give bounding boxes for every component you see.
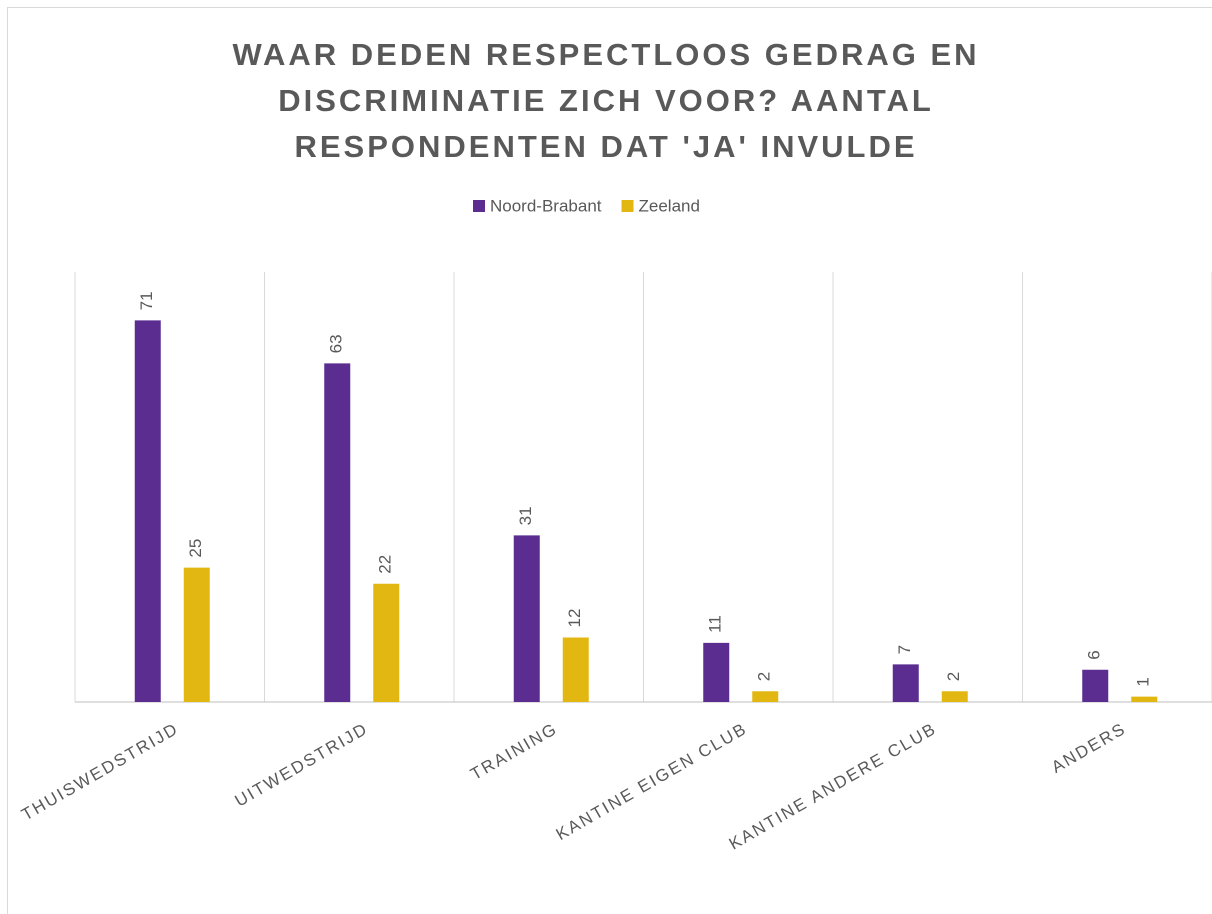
bar bbox=[183, 567, 210, 702]
bar bbox=[1131, 696, 1158, 702]
bar bbox=[513, 535, 540, 702]
data-label: 2 bbox=[944, 672, 963, 681]
legend-label: Noord-Brabant bbox=[490, 196, 602, 215]
data-label: 12 bbox=[565, 609, 584, 628]
chart-border bbox=[7, 7, 1212, 914]
legend-label: Zeeland bbox=[639, 196, 700, 215]
bar bbox=[703, 642, 730, 702]
data-label: 71 bbox=[137, 291, 156, 310]
x-tick-label: KANTINE EIGEN CLUB bbox=[553, 719, 751, 844]
data-label: 7 bbox=[895, 645, 914, 654]
data-label: 63 bbox=[327, 334, 346, 353]
x-tick-label: ANDERS bbox=[1048, 719, 1129, 777]
legend-swatch bbox=[621, 200, 634, 212]
data-label: 25 bbox=[186, 539, 205, 558]
bar bbox=[134, 320, 161, 702]
chart-title: WAAR DEDEN RESPECTLOOS GEDRAG EN DISCRIM… bbox=[232, 37, 980, 164]
bar bbox=[562, 637, 589, 702]
data-label: 31 bbox=[516, 506, 535, 525]
bar bbox=[752, 691, 779, 702]
bar bbox=[892, 664, 919, 702]
data-label: 11 bbox=[706, 615, 725, 633]
bar bbox=[324, 363, 351, 702]
legend-swatch bbox=[473, 200, 485, 212]
bar bbox=[373, 583, 400, 702]
bar bbox=[1082, 669, 1109, 702]
data-label: 6 bbox=[1085, 650, 1104, 659]
data-label: 1 bbox=[1134, 677, 1153, 686]
bar bbox=[941, 691, 968, 702]
x-tick-label: KANTINE ANDERE CLUB bbox=[726, 719, 940, 854]
x-tick-label: UITWEDSTRIJD bbox=[232, 719, 372, 811]
x-tick-label: THUISWEDSTRIJD bbox=[18, 719, 182, 825]
data-label: 2 bbox=[755, 672, 774, 681]
x-tick-label: TRAINING bbox=[467, 719, 561, 784]
data-label: 22 bbox=[376, 555, 395, 574]
